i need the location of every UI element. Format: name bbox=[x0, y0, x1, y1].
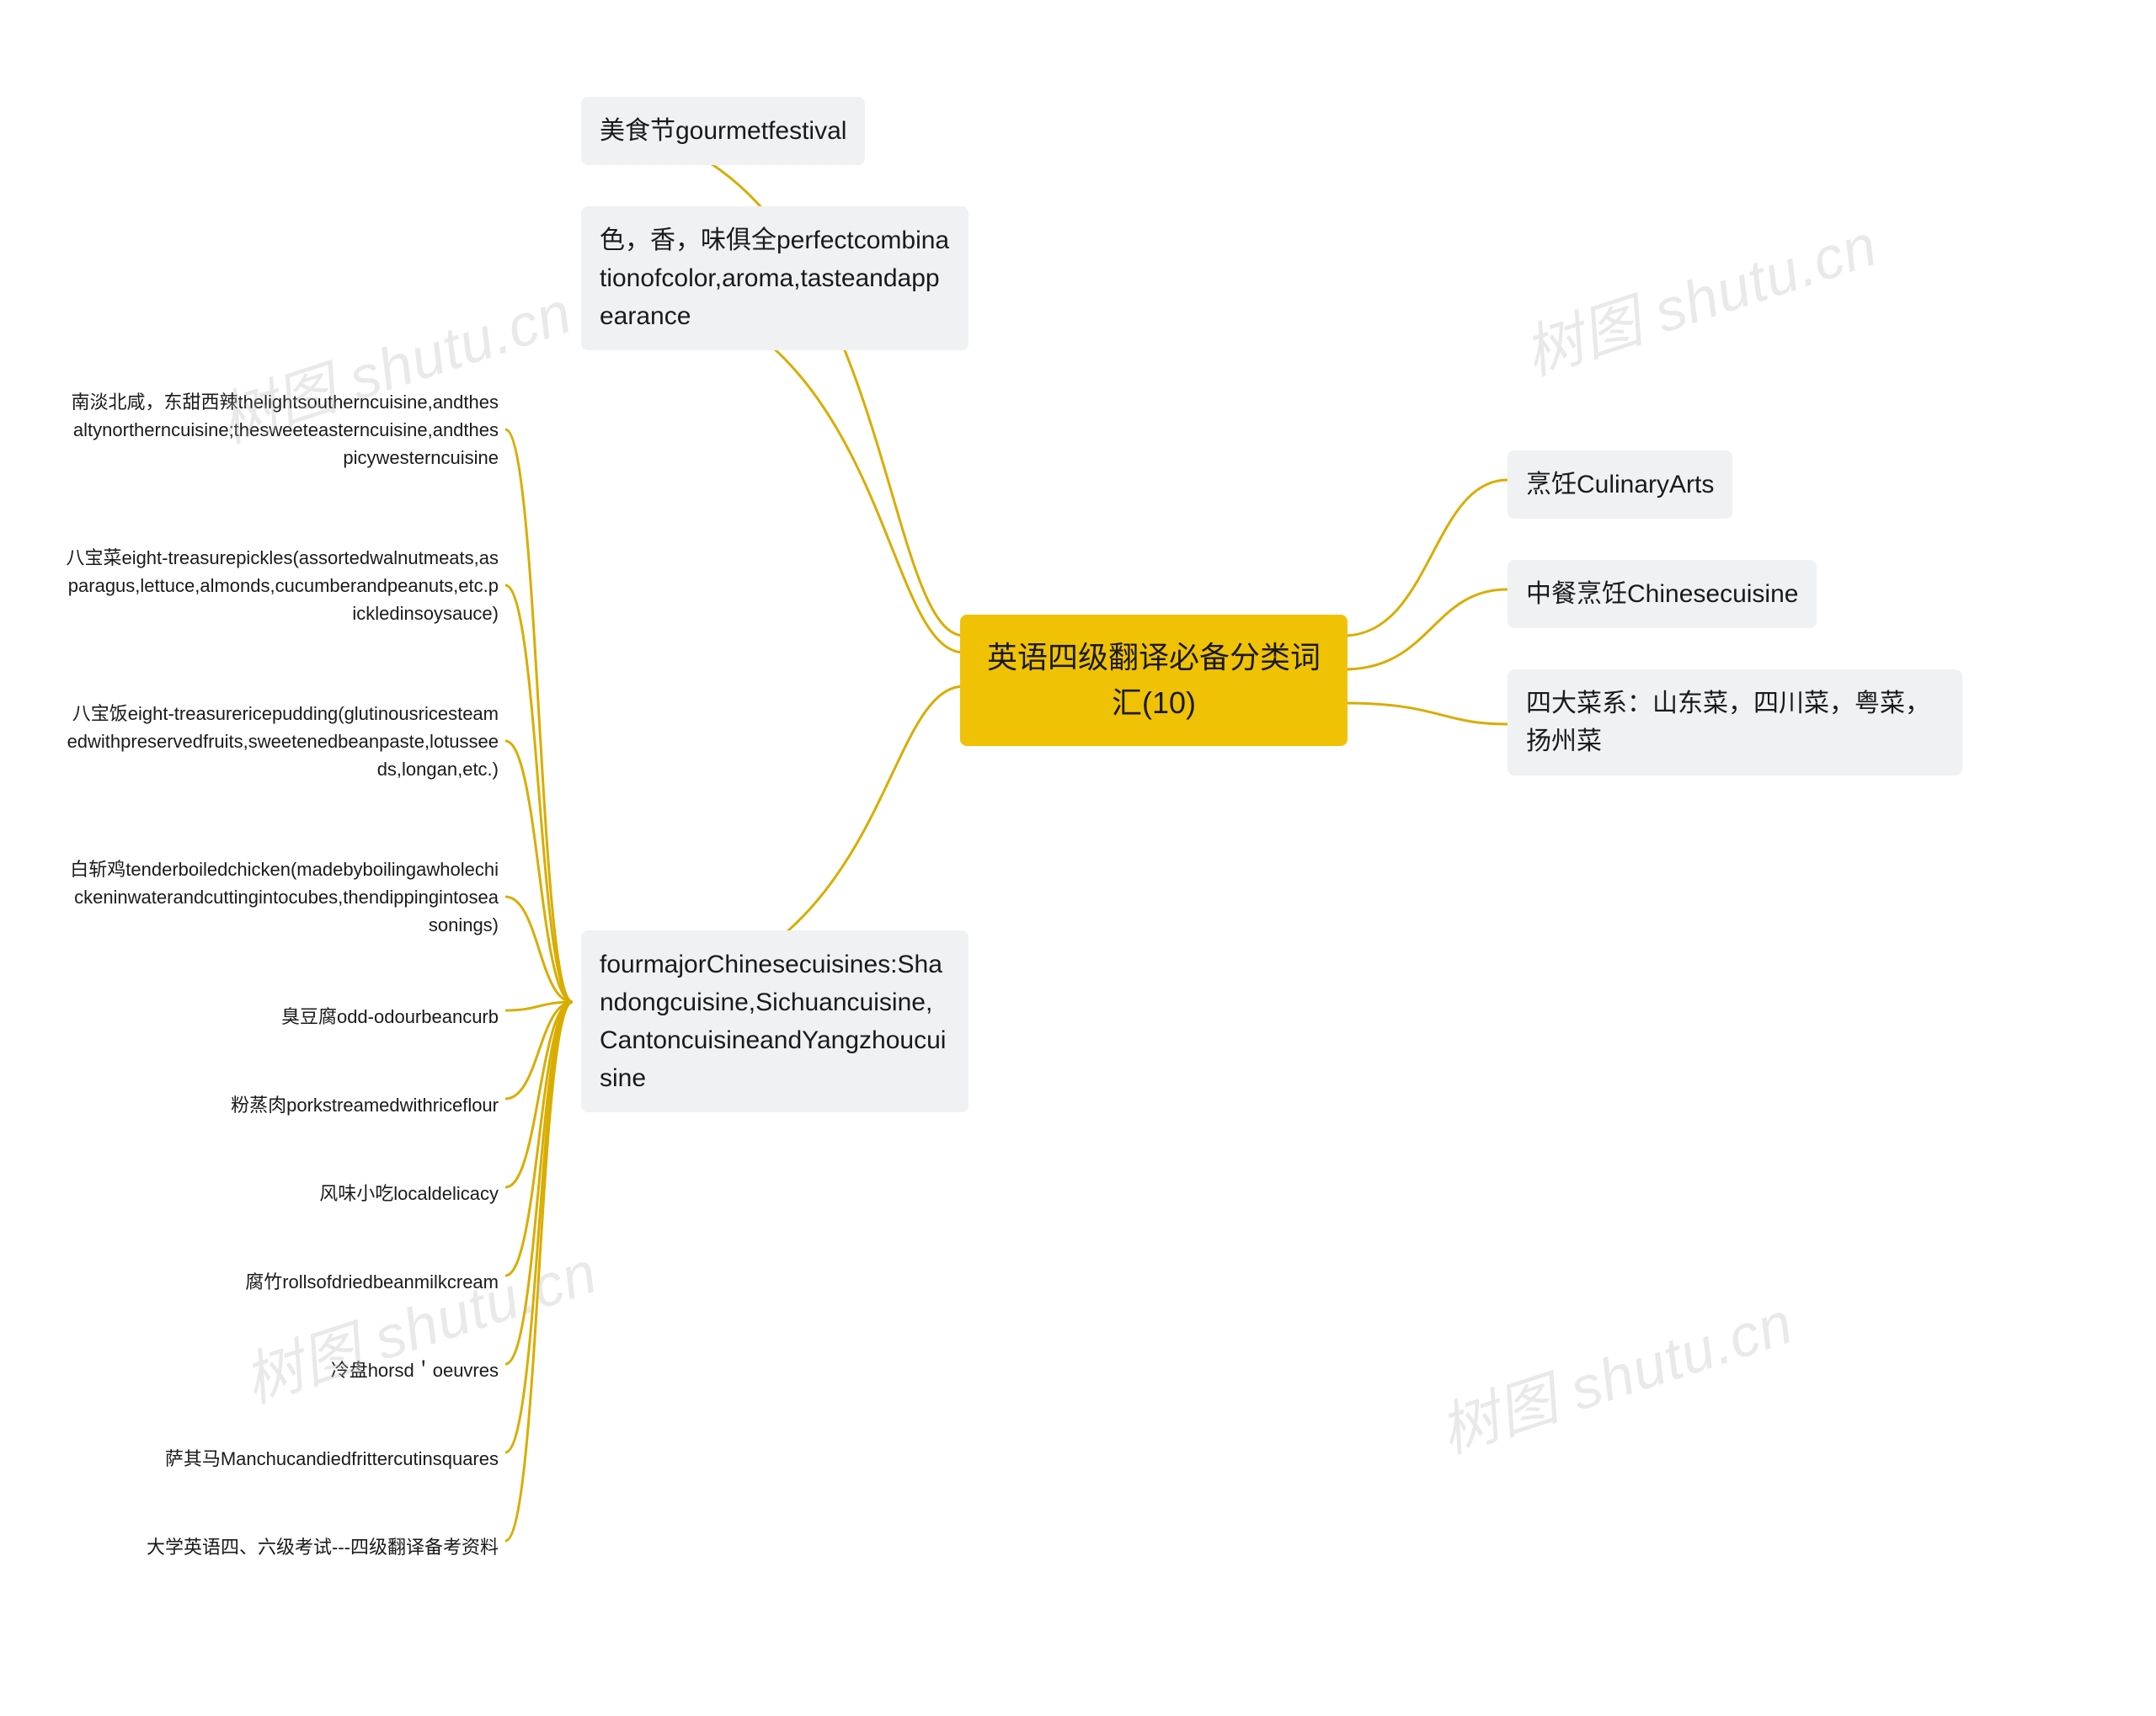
left-branch-2: fourmajorChinesecuisines:Shandongcuisine… bbox=[581, 930, 969, 1112]
leaf-label: 冷盘horsd＇oeuvres bbox=[331, 1360, 499, 1381]
leaf-0: 南淡北咸，东甜西辣thelightsoutherncuisine,andthes… bbox=[59, 383, 505, 477]
leaf-10: 大学英语四、六级考试---四级翻译备考资料 bbox=[131, 1528, 505, 1566]
leaf-label: 南淡北咸，东甜西辣thelightsoutherncuisine,andthes… bbox=[72, 392, 499, 468]
leaf-label: 风味小吃localdelicacy bbox=[319, 1183, 499, 1204]
right-branch-1: 中餐烹饪Chinesecuisine bbox=[1508, 560, 1817, 628]
root-label: 英语四级翻译必备分类词汇(10) bbox=[987, 640, 1321, 720]
leaf-8: 冷盘horsd＇oeuvres bbox=[312, 1351, 505, 1389]
leaf-label: 腐竹rollsofdriedbeanmilkcream bbox=[245, 1271, 499, 1292]
leaf-label: 大学英语四、六级考试---四级翻译备考资料 bbox=[147, 1537, 499, 1558]
branch-label: 美食节gourmetfestival bbox=[600, 117, 846, 145]
left-branch-1: 色，香，味俱全perfectcombinationofcolor,aroma,t… bbox=[581, 206, 969, 350]
leaf-6: 风味小吃localdelicacy bbox=[270, 1175, 505, 1212]
leaf-4: 臭豆腐odd-odourbeancurb bbox=[253, 998, 505, 1036]
branch-label: 中餐烹饪Chinesecuisine bbox=[1526, 580, 1798, 608]
leaf-label: 萨其马Manchucandiedfrittercutinsquares bbox=[165, 1448, 499, 1469]
leaf-label: 八宝饭eight-treasurericepudding(glutinousri… bbox=[67, 703, 499, 780]
leaf-label: 臭豆腐odd-odourbeancurb bbox=[281, 1006, 499, 1027]
branch-label: 色，香，味俱全perfectcombinationofcolor,aroma,t… bbox=[600, 226, 949, 330]
watermark: 树图 shutu.cn bbox=[1428, 1276, 1802, 1470]
leaf-3: 白斩鸡tenderboiledchicken(madebyboilingawho… bbox=[59, 850, 505, 944]
watermark: 树图 shutu.cn bbox=[232, 1225, 606, 1420]
leaf-label: 白斩鸡tenderboiledchicken(madebyboilingawho… bbox=[70, 859, 499, 935]
right-branch-2: 四大菜系：山东菜，四川菜，粤菜，扬州菜 bbox=[1508, 669, 1962, 775]
left-branch-0: 美食节gourmetfestival bbox=[581, 97, 865, 165]
watermark: 树图 shutu.cn bbox=[1512, 198, 1886, 392]
leaf-7: 腐竹rollsofdriedbeanmilkcream bbox=[219, 1263, 505, 1301]
right-branch-0: 烹饪CulinaryArts bbox=[1508, 450, 1732, 519]
leaf-2: 八宝饭eight-treasurericepudding(glutinousri… bbox=[59, 695, 505, 788]
leaf-label: 八宝菜eight-treasurepickles(assortedwalnutm… bbox=[66, 547, 499, 624]
leaf-9: 萨其马Manchucandiedfrittercutinsquares bbox=[131, 1440, 505, 1478]
root-node: 英语四级翻译必备分类词汇(10) bbox=[960, 615, 1348, 746]
leaf-5: 粉蒸肉porkstreamedwithriceflour bbox=[185, 1086, 505, 1124]
leaf-label: 粉蒸肉porkstreamedwithriceflour bbox=[231, 1095, 499, 1116]
branch-label: 四大菜系：山东菜，四川菜，粤菜，扬州菜 bbox=[1526, 690, 1930, 755]
leaf-1: 八宝菜eight-treasurepickles(assortedwalnutm… bbox=[59, 539, 505, 632]
branch-label: 烹饪CulinaryArts bbox=[1526, 471, 1714, 498]
branch-label: fourmajorChinesecuisines:Shandongcuisine… bbox=[600, 951, 946, 1092]
